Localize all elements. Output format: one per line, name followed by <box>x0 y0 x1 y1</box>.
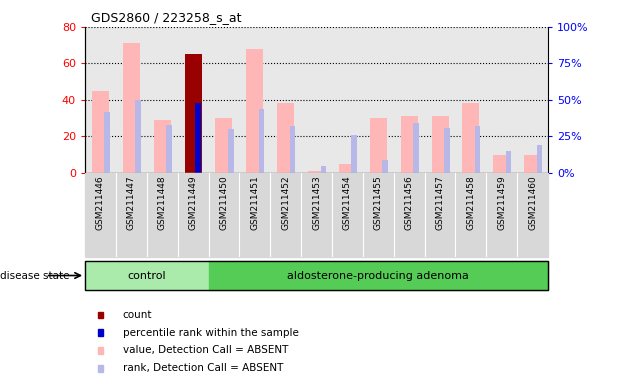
Bar <box>301 27 332 173</box>
Bar <box>339 164 356 173</box>
Bar <box>394 27 425 173</box>
Bar <box>363 27 394 173</box>
Bar <box>517 173 548 257</box>
Bar <box>154 120 171 173</box>
Text: GSM211448: GSM211448 <box>158 175 167 230</box>
Bar <box>215 118 232 173</box>
Text: GSM211446: GSM211446 <box>96 175 105 230</box>
Bar <box>363 173 394 257</box>
Bar <box>209 261 548 290</box>
Bar <box>239 27 270 173</box>
Text: GSM211449: GSM211449 <box>188 175 198 230</box>
Bar <box>517 27 548 173</box>
Text: GSM211455: GSM211455 <box>374 175 383 230</box>
Bar <box>166 125 172 173</box>
Bar <box>85 261 209 290</box>
Bar <box>486 173 517 257</box>
Bar <box>394 173 425 257</box>
Bar <box>425 173 455 257</box>
Bar <box>524 154 541 173</box>
Bar <box>135 100 141 173</box>
Bar <box>246 49 263 173</box>
Bar <box>321 166 326 173</box>
Text: value, Detection Call = ABSENT: value, Detection Call = ABSENT <box>123 346 289 356</box>
Bar <box>444 127 450 173</box>
Bar <box>370 118 387 173</box>
Text: GSM211451: GSM211451 <box>250 175 260 230</box>
Bar <box>462 104 479 173</box>
Bar <box>209 27 239 173</box>
Bar <box>228 129 234 173</box>
Bar <box>147 27 178 173</box>
Bar <box>239 173 270 257</box>
Text: GSM211452: GSM211452 <box>281 175 290 230</box>
Bar <box>116 173 147 257</box>
Bar <box>401 116 418 173</box>
Bar <box>178 27 209 173</box>
Text: control: control <box>127 270 166 281</box>
Bar <box>537 145 542 173</box>
Bar <box>475 126 481 173</box>
Bar <box>493 154 510 173</box>
Bar <box>301 173 332 257</box>
Bar <box>486 27 517 173</box>
Bar <box>308 171 325 173</box>
Text: GSM211454: GSM211454 <box>343 175 352 230</box>
Bar <box>332 173 363 257</box>
Bar <box>270 173 301 257</box>
Bar <box>332 27 363 173</box>
Bar <box>506 151 512 173</box>
Bar <box>185 54 202 173</box>
Bar <box>455 173 486 257</box>
Text: GSM211459: GSM211459 <box>497 175 507 230</box>
Bar <box>290 126 295 173</box>
Bar <box>147 173 178 257</box>
Text: GSM211460: GSM211460 <box>528 175 537 230</box>
Bar <box>178 173 209 257</box>
Bar <box>209 173 239 257</box>
Bar <box>432 116 449 173</box>
Bar <box>92 91 109 173</box>
Text: percentile rank within the sample: percentile rank within the sample <box>123 328 299 338</box>
Text: GSM211450: GSM211450 <box>219 175 229 230</box>
Bar <box>455 27 486 173</box>
Text: GSM211447: GSM211447 <box>127 175 136 230</box>
Bar <box>105 111 110 173</box>
Bar <box>425 27 455 173</box>
Bar <box>123 43 140 173</box>
Bar <box>352 135 357 173</box>
Text: GSM211456: GSM211456 <box>404 175 414 230</box>
Bar <box>413 123 419 173</box>
Bar <box>116 27 147 173</box>
Bar <box>270 27 301 173</box>
Bar <box>277 104 294 173</box>
Bar <box>195 103 200 173</box>
Text: disease state: disease state <box>0 270 72 281</box>
Bar <box>259 109 265 173</box>
Text: aldosterone-producing adenoma: aldosterone-producing adenoma <box>287 270 469 281</box>
Bar <box>382 160 388 173</box>
Bar <box>85 173 116 257</box>
Text: GSM211453: GSM211453 <box>312 175 321 230</box>
Text: GSM211458: GSM211458 <box>466 175 476 230</box>
Bar <box>85 27 116 173</box>
Text: GSM211457: GSM211457 <box>435 175 445 230</box>
Text: GDS2860 / 223258_s_at: GDS2860 / 223258_s_at <box>91 12 242 25</box>
Text: rank, Detection Call = ABSENT: rank, Detection Call = ABSENT <box>123 363 284 373</box>
Text: count: count <box>123 310 152 320</box>
